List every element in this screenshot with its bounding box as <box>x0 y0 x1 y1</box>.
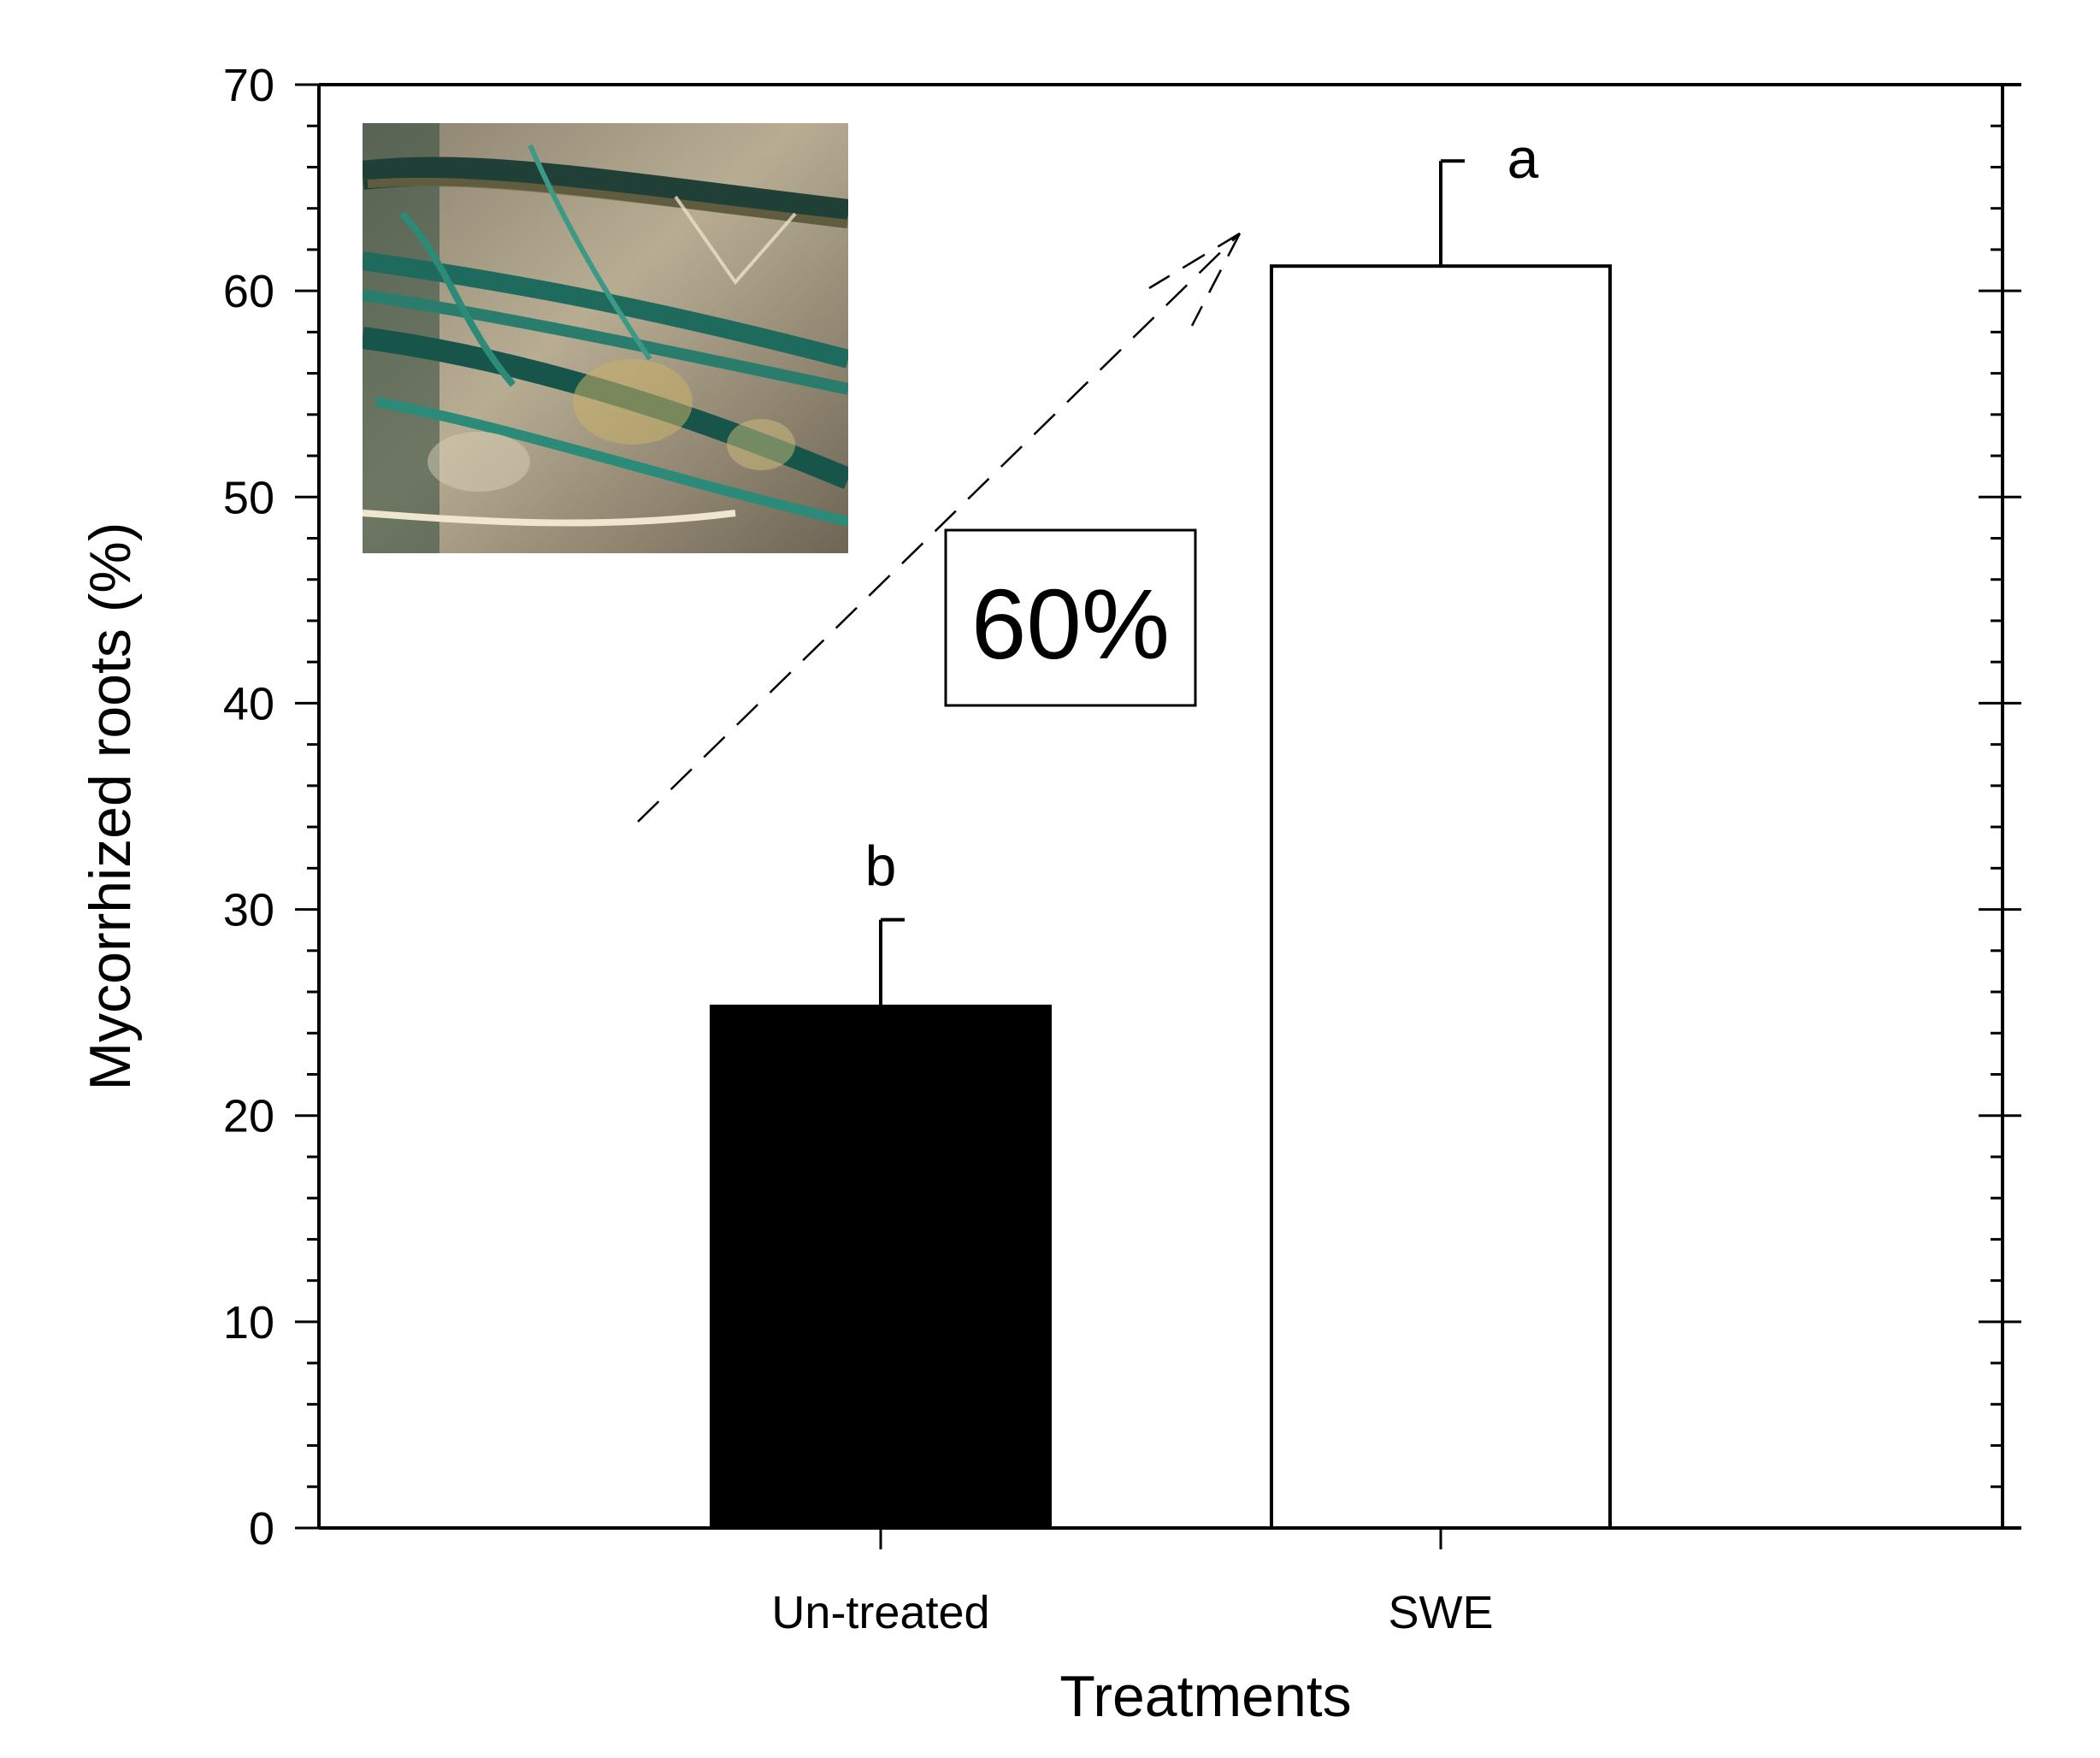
y-tick-label: 10 <box>223 1297 274 1348</box>
significance-letter: a <box>1507 127 1539 190</box>
x-tick-label: Un-treated <box>771 1587 989 1638</box>
percent-callout-text: 60% <box>971 569 1170 680</box>
y-axis-title: Mycorrhized roots (%) <box>78 522 143 1090</box>
x-tick-label: SWE <box>1388 1587 1493 1638</box>
y-tick-label: 60 <box>223 266 274 317</box>
y-tick-label: 30 <box>223 885 274 936</box>
x-axis-ticks <box>879 1528 1442 1549</box>
y-tick-label: 70 <box>223 60 274 111</box>
micrograph-inset <box>363 123 848 553</box>
dashed-arrow <box>637 232 1242 823</box>
y-tick-label: 0 <box>249 1503 274 1554</box>
y-tick-label: 20 <box>223 1091 274 1142</box>
plot-frame <box>317 83 2021 1530</box>
y-tick-label: 50 <box>223 472 274 523</box>
significance-letter: b <box>865 835 897 898</box>
x-axis-title: Treatments <box>1059 1664 1351 1729</box>
percent-callout: 60% <box>944 528 1197 707</box>
bar-swe <box>1270 264 1612 1531</box>
bars: ba <box>710 127 1612 1531</box>
tick-labels: 0 10 20 30 40 50 60 70 Un-treated SWE <box>223 60 1494 1638</box>
y-axis-ticks <box>295 83 2021 1530</box>
y-tick-label: 40 <box>223 678 274 729</box>
bar-un-treated <box>710 1004 1052 1530</box>
